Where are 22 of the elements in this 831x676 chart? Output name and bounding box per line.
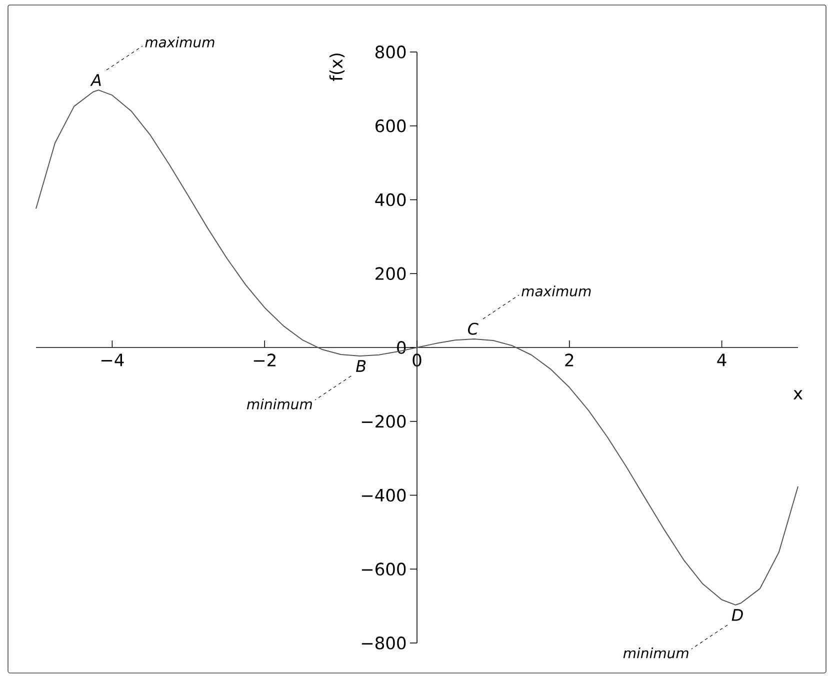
x-axis-title: x <box>793 390 802 400</box>
y-tick-label: 200 <box>376 267 406 280</box>
y-axis-title: f(x) <box>329 54 345 82</box>
annotation: C <box>468 322 478 335</box>
y-tick-label: 800 <box>376 46 406 58</box>
x-tick-label: 2 <box>565 354 574 366</box>
annotation: maximum <box>522 286 591 296</box>
y-tick-label: −200 <box>362 414 406 428</box>
x-tick-label: −4 <box>101 354 124 366</box>
x-tick-label: 4 <box>717 354 726 366</box>
y-tick-label: 600 <box>376 119 406 132</box>
text: minimum <box>623 648 688 658</box>
annotation: minimum <box>246 398 312 410</box>
x-tick-label: −2 <box>254 354 276 366</box>
text: maximum <box>145 36 214 48</box>
annotation: B <box>356 360 366 372</box>
y-tick-label: −800 <box>362 636 406 650</box>
annotation: D <box>732 609 743 621</box>
y-tick-label: −600 <box>362 562 406 576</box>
annotation: A <box>90 74 101 86</box>
y-tick-label: 400 <box>375 193 406 206</box>
y-tick-label: −400 <box>362 488 406 502</box>
